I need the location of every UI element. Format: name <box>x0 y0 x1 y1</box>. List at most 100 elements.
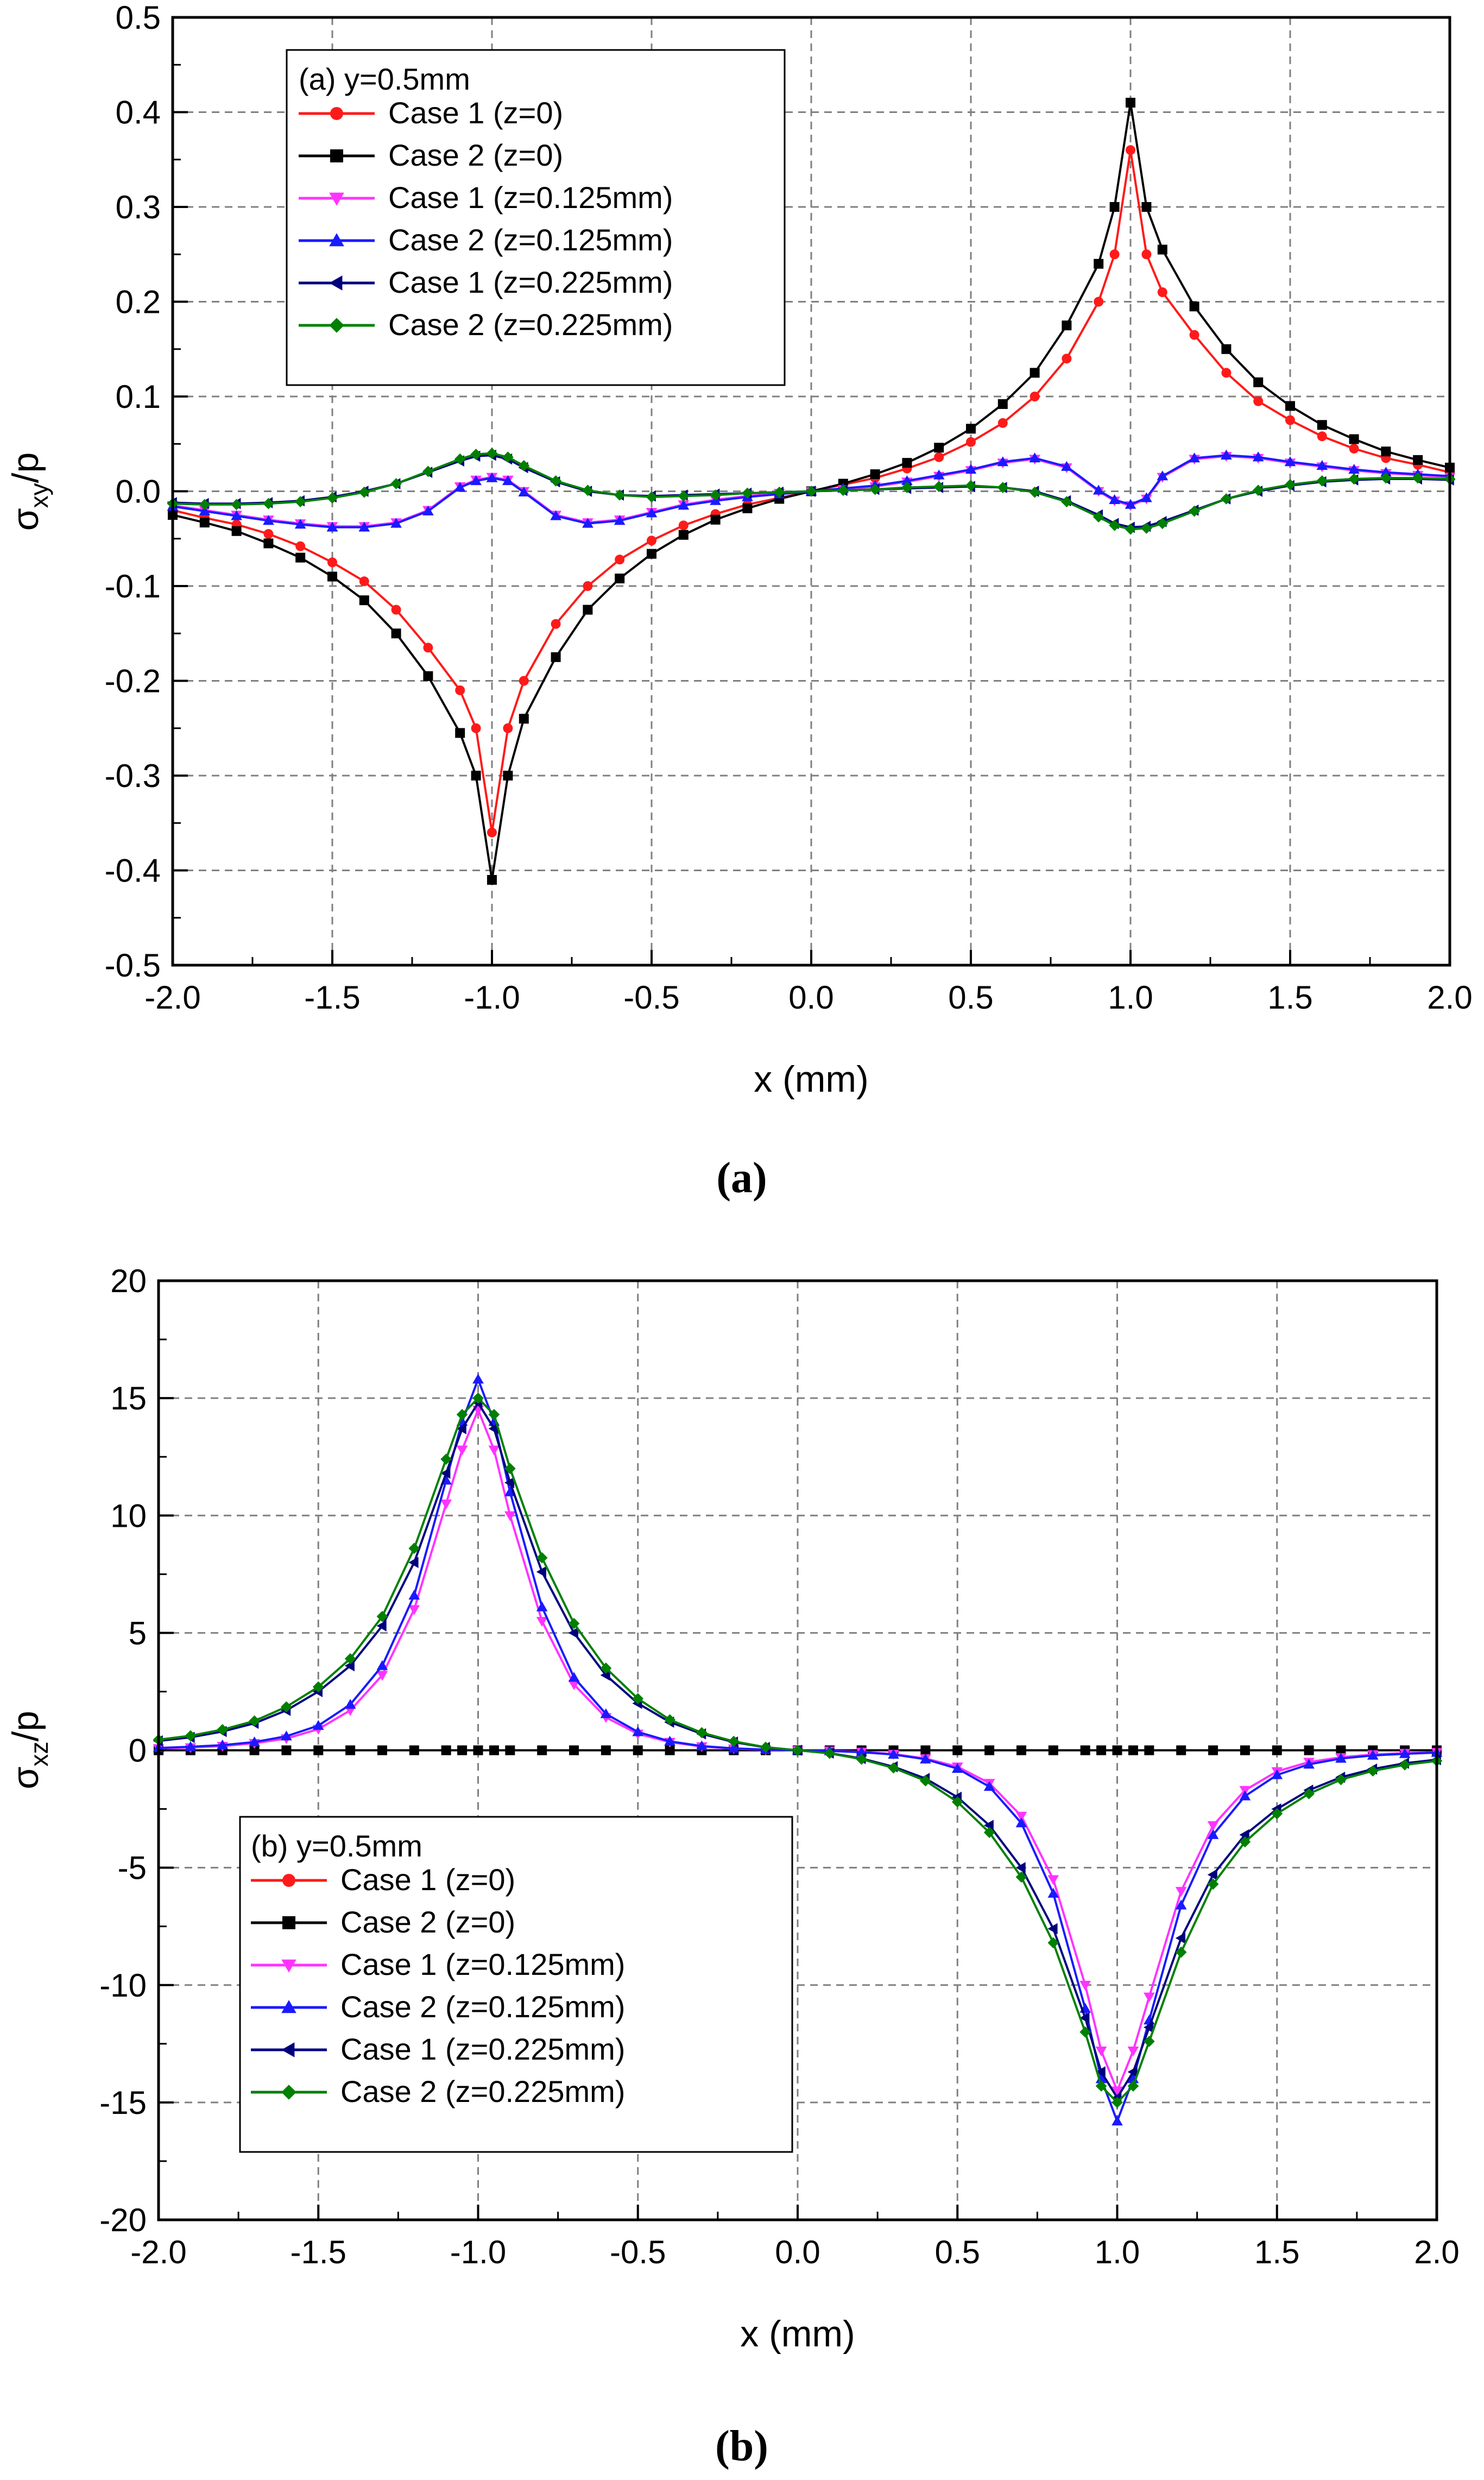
panel-a-series-case-1-z-0-point <box>1317 431 1327 442</box>
panel-b-series-case-2-z-0-125mm-point <box>983 1781 995 1791</box>
panel-a-series-case-2-z-0-point <box>1126 98 1135 108</box>
panel-b-series-case-1-z-0-225mm-point <box>600 1669 610 1681</box>
panel-a-y-tick-label: 0.0 <box>116 474 161 510</box>
panel-b-series-case-1-z-0-125mm-point <box>1047 1875 1059 1885</box>
panel-b-series-case-2-z-0-125mm-point <box>249 1736 260 1747</box>
panel-b-series-case-1-z-0-225mm-point <box>344 1660 355 1672</box>
panel-a-series-case-2-z-0-point <box>503 771 513 780</box>
panel-a-series-case-2-z-0-point <box>471 771 481 780</box>
panel-a-legend-entry-case-2-z-0-marker <box>330 149 343 162</box>
panel-a-series-case-2-z-0-225mm-point <box>1109 520 1120 531</box>
panel-a-y-tick-label: -0.4 <box>105 853 161 889</box>
panel-a-series-case-2-z-0-point <box>519 714 529 724</box>
panel-b-series-case-2-z-0-125mm-point <box>217 1739 229 1749</box>
panel-a-series-case-1-z-0-point <box>1109 249 1120 260</box>
panel-b-series-case-1-z-0-125mm-point <box>440 1499 452 1509</box>
panel-b-series-case-1-z-0-225mm-point <box>536 1566 546 1578</box>
panel-b-x-tick-label: -0.5 <box>610 2234 666 2270</box>
panel-a-series-case-2-z-0-225mm-point <box>326 492 338 504</box>
panel-b-x-tick-label: 0.0 <box>775 2234 820 2270</box>
panel-a-series-case-2-z-0-125mm-point <box>1348 464 1360 474</box>
panel-a-series-case-2-z-0-225mm-point <box>470 449 482 460</box>
panel-b-series-case-1-z-0-125mm-point <box>504 1511 516 1521</box>
panel-b-series-case-2-z-0-point <box>1304 1745 1314 1755</box>
panel-a-series-case-2-z-0-point <box>742 503 753 513</box>
panel-a-series-case-1-z-0-point <box>391 605 401 615</box>
panel-a-series-case-2-z-0-225mm-point <box>231 499 242 511</box>
panel-b-series-case-1-z-0-225mm-point <box>568 1627 578 1639</box>
panel-a-series-case-1-z-0-point <box>1126 145 1135 155</box>
panel-a-legend-entry-case-1-z-0-125mm-label: Case 1 (z=0.125mm) <box>388 180 673 215</box>
panel-b-series-case-2-z-0-125mm-point <box>632 1726 644 1736</box>
panel-a-series-case-1-z-0-point <box>1221 368 1232 378</box>
panel-a-series-case-2-z-0-225mm-point <box>678 490 690 502</box>
panel-b-series-case-2-z-0-125mm-point <box>185 1741 197 1751</box>
panel-a-series-case-1-z-0-point <box>966 437 976 447</box>
panel-b-series-case-2-z-0-125mm-point <box>344 1698 356 1709</box>
panel-b-series-case-2-z-0-125mm-point <box>1047 1887 1059 1898</box>
panel-b-series-case-2-z-0-225mm-point <box>312 1681 324 1693</box>
panel-b-series-case-1-z-0-125mm-point <box>568 1680 580 1690</box>
panel-b-series-case-2-z-0-125mm-point <box>1271 1769 1283 1779</box>
panel-b-y-label-subscript: xz <box>25 1741 53 1766</box>
panel-a-series-case-2-z-0-225mm-point <box>1189 505 1200 517</box>
panel-a-series-case-2-z-0-point <box>199 518 210 528</box>
panel-a-series-case-1-z-0-point <box>455 685 465 695</box>
panel-a-x-tick-label: 2.0 <box>1427 979 1472 1016</box>
panel-b-legend-entry-case-2-z-0-125mm: Case 2 (z=0.125mm) <box>251 1990 625 2024</box>
panel-a-series-case-2-z-0-225mm-point <box>837 484 849 496</box>
panel-a-x-tick-label: -0.5 <box>623 979 679 1016</box>
panel-a-series-case-2-z-0-point <box>1157 244 1167 255</box>
panel-a-series-case-2-z-0-225mm-point <box>710 489 721 501</box>
panel-a-x-tick-label: -1.0 <box>464 979 520 1016</box>
panel-b-series-case-2-z-0-point <box>1112 1745 1122 1755</box>
panel-a-legend-entry-case-2-z-0-225mm: Case 2 (z=0.225mm) <box>299 307 673 342</box>
panel-b-series-case-2-z-0-125mm-point <box>1335 1753 1347 1763</box>
panel-a-series-case-2-z-0-point <box>1062 320 1072 331</box>
panel-a-series-case-1-z-0-point <box>1285 415 1295 425</box>
svg-text:σxz/p: σxz/p <box>5 1711 53 1790</box>
panel-b-series-case-1-z-0-225mm-point <box>1015 1862 1026 1873</box>
panel-b-series-case-2-z-0-point <box>377 1745 387 1755</box>
panel-b-series-case-1-z-0-225mm-point <box>983 1820 994 1831</box>
panel-a-y-tick-label: -0.3 <box>105 758 161 794</box>
panel-b-series-case-2-z-0-225mm-point <box>696 1727 708 1739</box>
panel-a-series-case-2-z-0-125mm-point <box>678 500 690 510</box>
panel-b-legend-entry-case-1-z-0-125mm-marker <box>281 1959 296 1973</box>
panel-b-series-case-2-z-0-point <box>952 1745 963 1755</box>
panel-b-series-case-1-z-0-125mm-point <box>488 1445 500 1456</box>
panel-b-legend-title: (b) y=0.5mm <box>251 1829 422 1863</box>
panel-b-series-case-1-z-0-225mm-point <box>504 1477 515 1489</box>
panel-a-series-case-2-z-0-point <box>1413 455 1423 465</box>
panel-a-legend-entry-case-2-z-0-125mm-marker <box>329 233 344 247</box>
panel-b-series-case-1-z-0-125mm-point <box>408 1605 420 1615</box>
panel-b-series-case-1-z-0-125mm-point <box>1015 1811 1027 1822</box>
panel-b-series-case-1-z-0-125mm-point <box>1112 2086 1123 2097</box>
panel-b-series-case-2-z-0-225mm-point <box>1095 2080 1107 2092</box>
panel-a-series-case-2-z-0-225mm-point <box>518 460 530 471</box>
panel-b-series-case-2-z-0-point <box>1128 1745 1138 1755</box>
panel-a-legend-entry-case-2-z-0-125mm: Case 2 (z=0.125mm) <box>299 223 673 257</box>
panel-a-series-case-2-z-0-125mm-point <box>1093 484 1104 495</box>
panel-a-series-case-2-z-0-point <box>551 652 561 662</box>
panel-a-series-case-2-z-0-125mm-point <box>422 505 434 515</box>
panel-b-series-case-2-z-0-225mm-point <box>536 1552 548 1564</box>
panel-a-legend-title: (a) y=0.5mm <box>299 62 470 96</box>
panel-a-series-case-2-z-0-225mm-point <box>582 484 593 496</box>
panel-a-series-case-2-z-0-225mm-point <box>550 475 561 487</box>
panel-b-series-case-2-z-0-point <box>489 1745 499 1755</box>
panel-a-series-case-2-z-0-point <box>359 595 369 606</box>
panel-b-series-case-2-z-0-225mm-point <box>728 1735 740 1747</box>
panel-b-legend-entry-case-1-z-0-125mm: Case 1 (z=0.125mm) <box>251 1947 625 1981</box>
panel-a-legend: (a) y=0.5mm Case 1 (z=0)Case 2 (z=0)Case… <box>286 49 786 386</box>
panel-b-series-case-2-z-0-point <box>505 1745 515 1755</box>
panel-a-series-case-2-z-0-125mm-point <box>1029 452 1040 463</box>
panel-a-series-case-2-z-0-125mm-point <box>390 518 402 528</box>
panel-b-series-case-2-z-0-225mm-point <box>456 1409 468 1420</box>
panel-a-x-axis-label: x (mm) <box>754 1059 868 1100</box>
panel-b-y-tick-label: 0 <box>129 1733 147 1769</box>
panel-a-series-case-1-z-0-point <box>503 723 513 733</box>
panel-a-series-case-2-z-0-125mm-point <box>518 486 530 496</box>
panel-a-series-case-2-z-0-125mm-point <box>231 510 242 520</box>
